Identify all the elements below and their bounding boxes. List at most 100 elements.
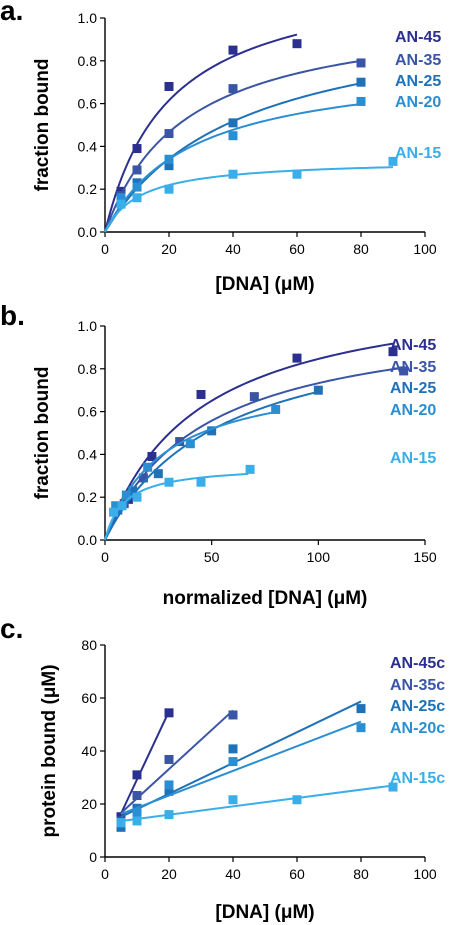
data-point (128, 486, 138, 496)
x-tick-label: 100 (413, 866, 437, 882)
legend-an-20: AN-20 (395, 94, 441, 111)
data-point (132, 791, 142, 801)
series-an-20 (104, 404, 281, 541)
data-point (164, 154, 174, 164)
data-point (356, 58, 366, 68)
data-point (228, 757, 238, 767)
data-point (356, 77, 366, 87)
data-point (153, 469, 163, 479)
fit-line (120, 710, 170, 815)
data-point (228, 710, 238, 720)
x-axis-label: [DNA] (μM) (215, 902, 314, 923)
data-point (164, 708, 174, 718)
legend-an-45: AN-45 (395, 29, 441, 46)
y-tick-label: 0.6 (78, 96, 98, 112)
fit-line (104, 366, 404, 541)
fit-line (104, 342, 394, 541)
data-point (228, 744, 238, 754)
legend-an-45: AN-45c (390, 655, 445, 672)
data-point (164, 129, 174, 139)
x-tick-label: 80 (353, 866, 369, 882)
y-tick-label: 40 (81, 743, 97, 759)
fit-line (104, 33, 298, 233)
series-an-15 (104, 156, 398, 233)
legend-an-15: AN-15 (395, 145, 441, 162)
data-point (164, 754, 174, 764)
legend-an-25: AN-25 (390, 380, 436, 397)
fit-line (104, 166, 394, 233)
data-point (164, 81, 174, 91)
data-point (388, 782, 398, 792)
legend-an-20: AN-20 (390, 402, 436, 419)
y-axis-label: fraction bound (32, 59, 53, 192)
x-tick-label: 60 (289, 241, 305, 257)
data-point (196, 477, 206, 487)
data-point (228, 795, 238, 805)
series-an-45 (104, 33, 302, 233)
data-point (164, 810, 174, 820)
series-an-15 (116, 782, 398, 828)
x-tick-label: 20 (161, 241, 177, 257)
y-tick-label: 0.8 (78, 361, 98, 377)
legend-an-35: AN-35 (395, 52, 441, 69)
legend-an-45: AN-45 (390, 337, 436, 354)
fit-line (120, 720, 362, 815)
data-point (228, 118, 238, 128)
series-an-20 (116, 720, 366, 828)
data-point (185, 439, 195, 449)
y-tick-label: 0.2 (78, 489, 98, 505)
legend-an-15: AN-15c (390, 770, 445, 787)
data-point (116, 818, 126, 828)
x-tick-label: 40 (225, 241, 241, 257)
data-point (132, 193, 142, 203)
legend-an-35: AN-35c (390, 677, 445, 694)
data-point (228, 84, 238, 94)
panel-b: b. 0.0 0.2 0.4 0.6 0.8 1.0 0 50 100 150 normalized… (0, 300, 437, 609)
y-tick-label: 0.6 (78, 404, 98, 420)
series-an-25 (104, 77, 366, 233)
y-tick-label: 0.0 (78, 224, 98, 240)
data-point (132, 770, 142, 780)
x-tick-label: 0 (101, 866, 109, 882)
data-point (175, 437, 185, 447)
y-tick-label: 20 (81, 796, 97, 812)
data-point (132, 807, 142, 817)
fit-line (120, 784, 394, 823)
y-tick-label: 0 (89, 849, 97, 865)
data-point (292, 353, 302, 363)
data-point (356, 96, 366, 106)
y-tick-label: 0.4 (78, 138, 98, 154)
legend-an-25: AN-25c (390, 698, 445, 715)
data-point (356, 704, 366, 714)
x-tick-label: 40 (225, 866, 241, 882)
y-tick-label: 0.8 (78, 53, 98, 69)
data-point (164, 161, 174, 171)
data-point (313, 385, 323, 395)
series-an-15 (104, 464, 255, 541)
y-tick-label: 1.0 (78, 318, 98, 334)
series-an-25 (104, 385, 323, 541)
data-point (207, 426, 217, 436)
fit-line (104, 411, 276, 541)
data-point (111, 501, 121, 511)
legend-an-35: AN-35 (390, 359, 436, 376)
y-tick-label: 0.0 (78, 532, 98, 548)
x-tick-label: 50 (204, 549, 220, 565)
data-point (196, 389, 206, 399)
data-point (164, 184, 174, 194)
data-point (388, 156, 398, 166)
y-axis-label: protein bound (μM) (39, 664, 60, 837)
data-point (228, 169, 238, 179)
x-tick-label: 150 (413, 549, 437, 565)
x-axis-label: normalized [DNA] (μM) (163, 588, 368, 609)
series-an-45 (104, 342, 398, 541)
fit-line (104, 59, 362, 233)
series-an-20 (104, 96, 366, 233)
data-point (228, 131, 238, 141)
data-point (399, 366, 409, 376)
panel-a-plot: 0.0 0.2 0.4 0.6 0.8 1.0 0 20 40 60 80 100 [DNA] (μM)… (32, 10, 441, 295)
series-an-35 (104, 58, 366, 233)
fit-line (104, 390, 319, 541)
data-point (388, 347, 398, 357)
